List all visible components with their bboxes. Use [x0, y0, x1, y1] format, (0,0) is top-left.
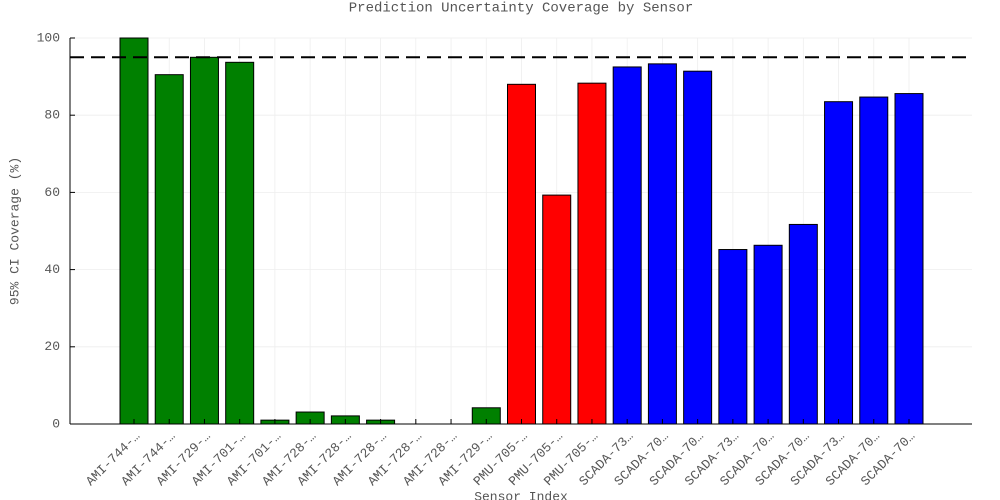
bar	[612, 66, 642, 425]
bar	[647, 63, 677, 425]
bar	[119, 37, 149, 425]
bar	[859, 96, 889, 425]
y-tick-label: 100	[37, 30, 60, 45]
bar	[824, 101, 854, 425]
y-tick-label: 40	[44, 262, 60, 277]
bar	[542, 194, 572, 425]
bar	[507, 83, 536, 425]
bar	[189, 56, 219, 425]
bar	[894, 93, 924, 425]
bar	[577, 82, 607, 425]
y-tick-label: 60	[44, 185, 60, 200]
chart-title: Prediction Uncertainty Coverage by Senso…	[349, 1, 693, 17]
x-axis-label: Sensor Index	[474, 489, 568, 500]
y-tick-label: 80	[44, 108, 60, 123]
bar	[683, 70, 713, 425]
bar	[154, 74, 184, 425]
bar	[225, 61, 255, 425]
bar	[788, 223, 818, 425]
y-tick-label: 20	[44, 339, 60, 354]
bar	[753, 244, 783, 425]
y-tick-label: 0	[52, 416, 60, 431]
y-axis-label: 95% CI Coverage (%)	[7, 157, 22, 305]
bar	[718, 249, 748, 425]
